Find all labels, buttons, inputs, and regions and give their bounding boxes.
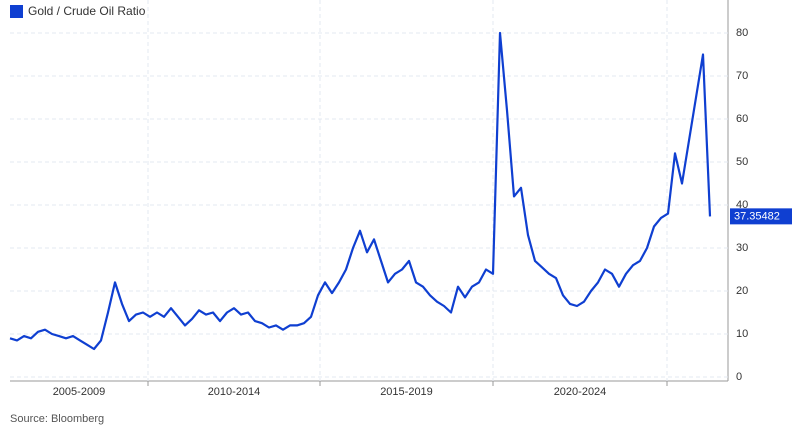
x-tick-label: 2015-2019 xyxy=(380,386,433,398)
y-tick-label: 20 xyxy=(736,285,748,297)
y-tick-label: 40 xyxy=(736,199,748,211)
x-tick-label: 2005-2009 xyxy=(53,386,106,398)
x-tick-label: 2020-2024 xyxy=(554,386,607,398)
y-tick-label: 50 xyxy=(736,156,748,168)
y-tick-label: 60 xyxy=(736,113,748,125)
y-tick-label: 10 xyxy=(736,328,748,340)
line xyxy=(9,31,712,351)
y-tick-label: 30 xyxy=(736,242,748,254)
y-tick-label: 0 xyxy=(736,371,742,383)
x-tick-label: 2010-2014 xyxy=(208,386,261,398)
y-tick-label: 70 xyxy=(736,70,748,82)
legend-label: Gold / Crude Oil Ratio xyxy=(28,4,146,18)
y-tick-label: 80 xyxy=(736,27,748,39)
legend-swatch xyxy=(10,5,23,18)
last-value-label: 37.35482 xyxy=(734,210,780,222)
last-value-box xyxy=(730,208,792,225)
source: Source: Bloomberg xyxy=(10,413,104,425)
